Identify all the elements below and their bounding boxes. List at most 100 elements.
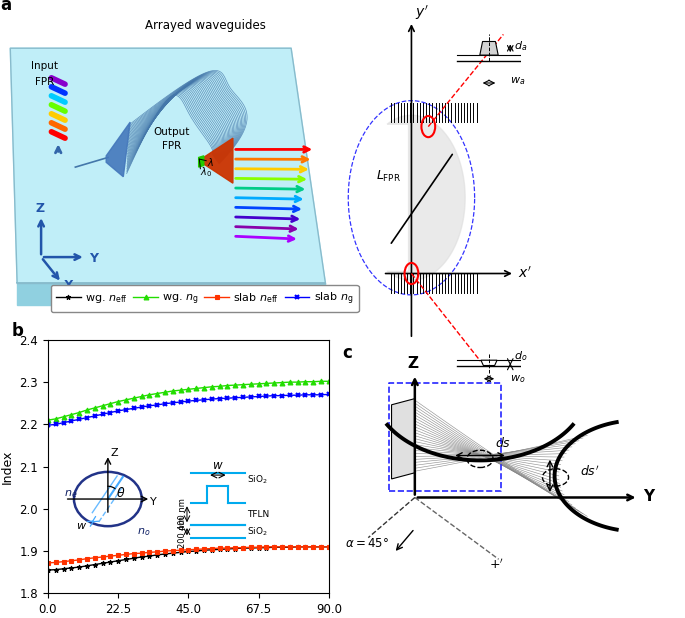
wg. $n_{\rm g}$	[317, 378, 325, 385]
wg. $n_{\rm eff}$	[255, 544, 263, 551]
wg. $n_{\rm g}$	[278, 379, 286, 386]
wg. $n_{\rm g}$	[83, 406, 91, 413]
wg. $n_{\rm eff}$	[169, 549, 177, 557]
wg. $n_{\rm g}$	[129, 394, 138, 402]
slab $n_{\rm eff}$	[286, 543, 294, 551]
Polygon shape	[479, 41, 498, 55]
slab $n_{\rm g}$	[192, 397, 200, 404]
wg. $n_{\rm g}$	[270, 379, 278, 387]
Text: $L_{\rm FPR}$: $L_{\rm FPR}$	[376, 169, 401, 184]
wg. $n_{\rm eff}$	[325, 543, 333, 551]
wg. $n_{\rm g}$	[293, 378, 301, 386]
wg. $n_{\rm g}$	[192, 385, 200, 392]
Text: $\lambda_0$: $\lambda_0$	[200, 165, 212, 179]
Polygon shape	[199, 156, 204, 167]
Text: SiO$_2$: SiO$_2$	[247, 473, 267, 486]
Line: slab $n_{\rm g}$: slab $n_{\rm g}$	[45, 392, 332, 428]
Polygon shape	[106, 122, 130, 177]
wg. $n_{\rm eff}$	[216, 546, 224, 553]
slab $n_{\rm eff}$	[216, 544, 224, 552]
slab $n_{\rm eff}$	[44, 559, 52, 567]
wg. $n_{\rm eff}$	[106, 558, 114, 565]
slab $n_{\rm g}$	[44, 421, 52, 429]
slab $n_{\rm eff}$	[247, 544, 255, 551]
wg. $n_{\rm g}$	[138, 393, 146, 400]
slab $n_{\rm eff}$	[325, 543, 333, 551]
Text: Arrayed waveguides: Arrayed waveguides	[145, 19, 266, 32]
slab $n_{\rm eff}$	[262, 543, 271, 551]
slab $n_{\rm eff}$	[177, 546, 185, 554]
slab $n_{\rm g}$	[278, 392, 286, 399]
slab $n_{\rm g}$	[301, 391, 310, 399]
wg. $n_{\rm g}$	[286, 378, 294, 386]
wg. $n_{\rm eff}$	[192, 548, 200, 555]
wg. $n_{\rm eff}$	[177, 549, 185, 556]
slab $n_{\rm eff}$	[293, 543, 301, 551]
wg. $n_{\rm eff}$	[44, 566, 52, 574]
wg. $n_{\rm g}$	[200, 384, 208, 391]
slab $n_{\rm eff}$	[200, 545, 208, 552]
Text: $d_o$: $d_o$	[514, 349, 527, 363]
slab $n_{\rm g}$	[153, 401, 161, 408]
Text: a: a	[1, 0, 12, 14]
slab $n_{\rm g}$	[67, 417, 75, 425]
wg. $n_{\rm g}$	[106, 400, 114, 407]
slab $n_{\rm g}$	[114, 407, 123, 415]
Text: $w_a$: $w_a$	[510, 75, 525, 87]
wg. $n_{\rm g}$	[75, 409, 84, 417]
wg. $n_{\rm eff}$	[99, 559, 107, 567]
Y-axis label: Index: Index	[1, 449, 14, 484]
Text: Output: Output	[153, 127, 190, 137]
wg. $n_{\rm g}$	[153, 390, 161, 397]
slab $n_{\rm g}$	[286, 392, 294, 399]
slab $n_{\rm eff}$	[239, 544, 247, 551]
Polygon shape	[17, 283, 325, 305]
slab $n_{\rm eff}$	[138, 549, 146, 557]
wg. $n_{\rm eff}$	[83, 562, 91, 570]
Text: b: b	[12, 322, 23, 340]
Text: FPR: FPR	[35, 77, 54, 87]
Text: $ds$: $ds$	[495, 436, 512, 450]
wg. $n_{\rm eff}$	[145, 552, 153, 560]
Text: 200 nm: 200 nm	[177, 516, 186, 548]
Text: $w$: $w$	[75, 522, 86, 531]
wg. $n_{\rm eff}$	[286, 544, 294, 551]
wg. $n_{\rm g}$	[169, 387, 177, 395]
wg. $n_{\rm eff}$	[153, 551, 161, 559]
slab $n_{\rm eff}$	[153, 548, 161, 556]
Text: FPR: FPR	[162, 142, 181, 151]
wg. $n_{\rm g}$	[44, 417, 52, 424]
slab $n_{\rm g}$	[106, 409, 114, 417]
wg. $n_{\rm eff}$	[67, 564, 75, 572]
wg. $n_{\rm eff}$	[51, 566, 60, 574]
slab $n_{\rm g}$	[247, 393, 255, 400]
Text: TFLN: TFLN	[247, 510, 269, 519]
slab $n_{\rm eff}$	[184, 546, 192, 554]
Text: Input: Input	[31, 61, 58, 71]
slab $n_{\rm g}$	[270, 392, 278, 399]
wg. $n_{\rm g}$	[67, 411, 75, 418]
slab $n_{\rm g}$	[317, 391, 325, 399]
slab $n_{\rm eff}$	[255, 544, 263, 551]
slab $n_{\rm eff}$	[60, 558, 68, 565]
slab $n_{\rm eff}$	[317, 543, 325, 551]
wg. $n_{\rm g}$	[301, 378, 310, 386]
Text: $ds'$: $ds'$	[580, 464, 599, 479]
Text: Z: Z	[110, 448, 118, 458]
Text: Y: Y	[643, 489, 654, 504]
Text: $d_a$: $d_a$	[514, 40, 527, 53]
wg. $n_{\rm eff}$	[262, 544, 271, 551]
Text: $w$: $w$	[212, 459, 224, 472]
slab $n_{\rm eff}$	[75, 556, 84, 564]
Text: X: X	[63, 279, 73, 292]
slab $n_{\rm eff}$	[231, 544, 239, 551]
wg. $n_{\rm eff}$	[208, 546, 216, 554]
slab $n_{\rm g}$	[51, 421, 60, 428]
Text: Y: Y	[151, 497, 157, 507]
slab $n_{\rm eff}$	[278, 543, 286, 551]
slab $n_{\rm g}$	[216, 395, 224, 402]
wg. $n_{\rm eff}$	[301, 543, 310, 551]
slab $n_{\rm eff}$	[309, 543, 317, 551]
wg. $n_{\rm g}$	[247, 381, 255, 388]
slab $n_{\rm eff}$	[169, 547, 177, 554]
